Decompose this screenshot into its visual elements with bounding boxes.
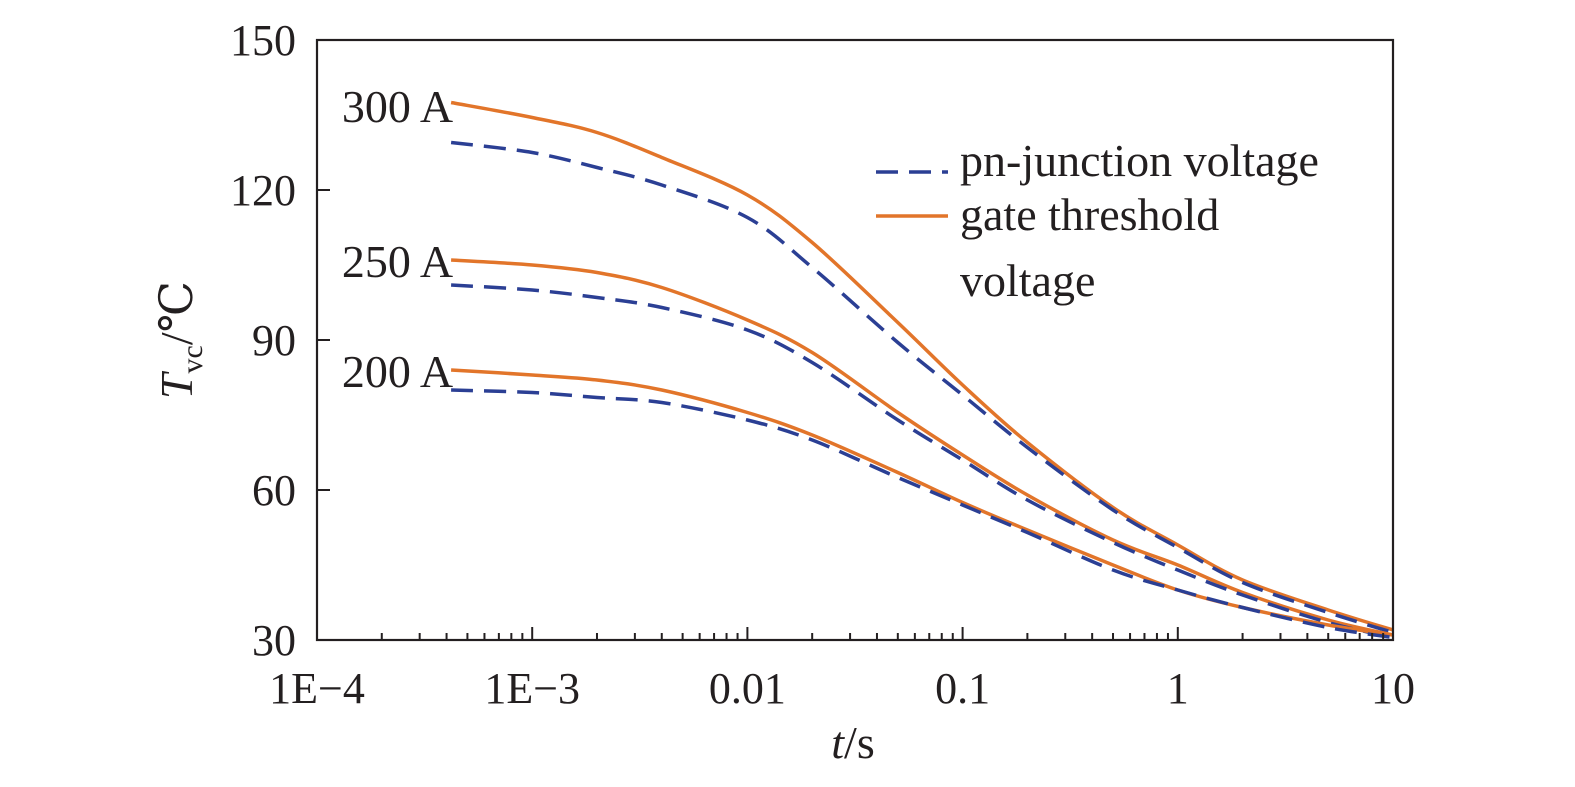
legend-gate-threshold-label-line1: gate threshold xyxy=(960,189,1219,240)
y-axis-title: Tvc/℃ xyxy=(151,281,209,399)
plot-area-frame xyxy=(315,38,1395,642)
x-tick-label: 1E−4 xyxy=(269,664,365,713)
legend-pn-junction-label: pn-junction voltage xyxy=(960,135,1319,186)
annotation-label: 250 A xyxy=(342,236,453,287)
tick-labels: 1E−4 1E−3 0.01 0.1 1 10 30 60 90 120 150 xyxy=(230,16,1415,713)
x-axis-title-italic: t xyxy=(831,717,845,768)
y-tick-label: 90 xyxy=(252,316,296,365)
x-axis-title: t/s xyxy=(831,717,874,768)
x-tick-label: 0.1 xyxy=(935,664,990,713)
y-axis-title-italic: T xyxy=(151,370,202,399)
annotation-label: 300 A xyxy=(342,81,453,132)
series-line-250-a-pn-junction-voltage xyxy=(450,283,1394,640)
x-tick-label: 0.01 xyxy=(709,664,786,713)
legend: pn-junction voltage gate threshold volta… xyxy=(876,135,1319,306)
series-line-300-a-gate-threshold-voltage xyxy=(450,100,1394,632)
series-line-200-a-gate-threshold-voltage xyxy=(450,368,1394,637)
x-tick-label: 10 xyxy=(1371,664,1415,713)
tick-marks xyxy=(316,39,1385,641)
x-tick-label: 1E−3 xyxy=(484,664,580,713)
y-tick-label: 60 xyxy=(252,466,296,515)
annotation-label: 200 A xyxy=(342,346,453,397)
series-line-200-a-pn-junction-voltage xyxy=(451,388,1394,640)
y-axis-title-unit: /℃ xyxy=(151,281,202,345)
x-axis-title-unit: /s xyxy=(844,717,875,768)
y-tick-label: 120 xyxy=(230,166,296,215)
series-annotations: 300 A 250 A 200 A xyxy=(342,81,453,397)
series-line-250-a-gate-threshold-voltage xyxy=(450,258,1394,637)
y-tick-label: 30 xyxy=(252,616,296,665)
x-tick-label: 1 xyxy=(1167,664,1189,713)
y-tick-label: 150 xyxy=(230,16,296,65)
series-layer xyxy=(450,100,1394,640)
legend-gate-threshold-label-line2: voltage xyxy=(960,255,1095,306)
series-line-300-a-pn-junction-voltage xyxy=(450,140,1394,635)
y-axis-title-subscript: vc xyxy=(176,345,209,373)
